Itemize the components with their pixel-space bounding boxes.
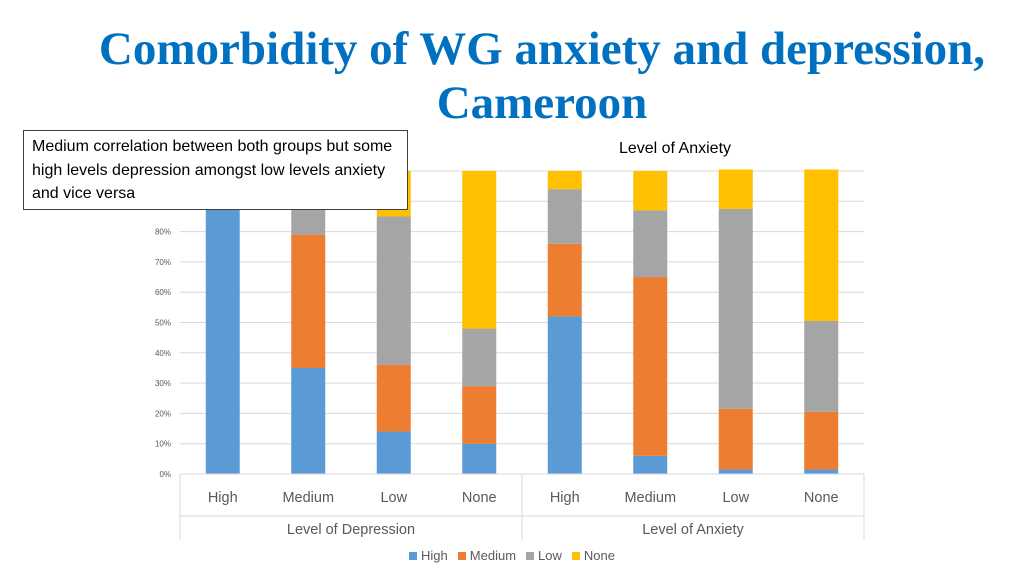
bar-medium xyxy=(633,277,668,456)
x-group-label: Level of Depression xyxy=(287,522,415,538)
y-tick-label: 30% xyxy=(155,379,171,388)
chart-title: Level of Anxiety xyxy=(619,140,731,157)
bar-medium xyxy=(718,408,753,470)
y-tick-label: 40% xyxy=(155,349,171,358)
x-category-label: High xyxy=(550,490,580,506)
bar-medium xyxy=(376,364,411,432)
x-category-label: Medium xyxy=(624,490,676,506)
x-category-label: Low xyxy=(380,490,407,506)
y-tick-label: 70% xyxy=(155,258,171,267)
bar-low xyxy=(547,189,582,244)
legend-item: Medium xyxy=(457,548,517,563)
y-tick-label: 10% xyxy=(155,440,171,449)
bar-none xyxy=(804,169,839,321)
bar-medium xyxy=(462,386,497,444)
y-tick-label: 50% xyxy=(155,319,171,328)
x-group-label: Level of Anxiety xyxy=(642,522,744,538)
bar-none xyxy=(633,171,668,211)
bar-low xyxy=(376,216,411,365)
bar-low xyxy=(291,207,326,235)
legend-swatch xyxy=(457,551,466,560)
x-category-label: None xyxy=(462,490,497,506)
bar-high xyxy=(718,469,753,474)
x-category-label: High xyxy=(208,490,238,506)
bar-high xyxy=(633,455,668,474)
x-category-label: Low xyxy=(722,490,749,506)
bar-low xyxy=(804,320,839,412)
annotation-box: Medium correlation between both groups b… xyxy=(23,130,408,210)
legend-label: Low xyxy=(538,548,562,563)
bar-low xyxy=(462,328,497,387)
legend-item: Low xyxy=(526,548,562,563)
legend-item: None xyxy=(571,548,615,563)
bar-low xyxy=(718,208,753,409)
x-category-label: Medium xyxy=(282,490,334,506)
bar-medium xyxy=(291,234,326,368)
legend-swatch xyxy=(526,551,535,560)
x-category-label: None xyxy=(804,490,839,506)
bar-high xyxy=(547,316,582,474)
slide-title: Comorbidity of WG anxiety and depression… xyxy=(98,23,986,129)
bar-low xyxy=(633,210,668,278)
chart-legend: High Medium Low None xyxy=(0,548,1024,563)
bar-none xyxy=(547,171,582,190)
bar-medium xyxy=(804,411,839,470)
legend-swatch xyxy=(409,551,418,560)
y-tick-label: 80% xyxy=(155,228,171,237)
legend-swatch xyxy=(571,551,580,560)
legend-item: High xyxy=(409,548,448,563)
bar-none xyxy=(718,169,753,209)
bar-high xyxy=(205,207,240,475)
bar-high xyxy=(462,443,497,474)
bar-high xyxy=(291,367,326,474)
y-tick-label: 60% xyxy=(155,288,171,297)
y-tick-label: 20% xyxy=(155,409,171,418)
bar-high xyxy=(804,469,839,474)
bar-none xyxy=(462,171,497,329)
bar-medium xyxy=(547,243,582,317)
y-tick-label: 0% xyxy=(159,470,171,479)
legend-label: High xyxy=(421,548,448,563)
legend-label: Medium xyxy=(469,548,517,563)
legend-label: None xyxy=(583,548,615,563)
bar-high xyxy=(376,431,411,474)
